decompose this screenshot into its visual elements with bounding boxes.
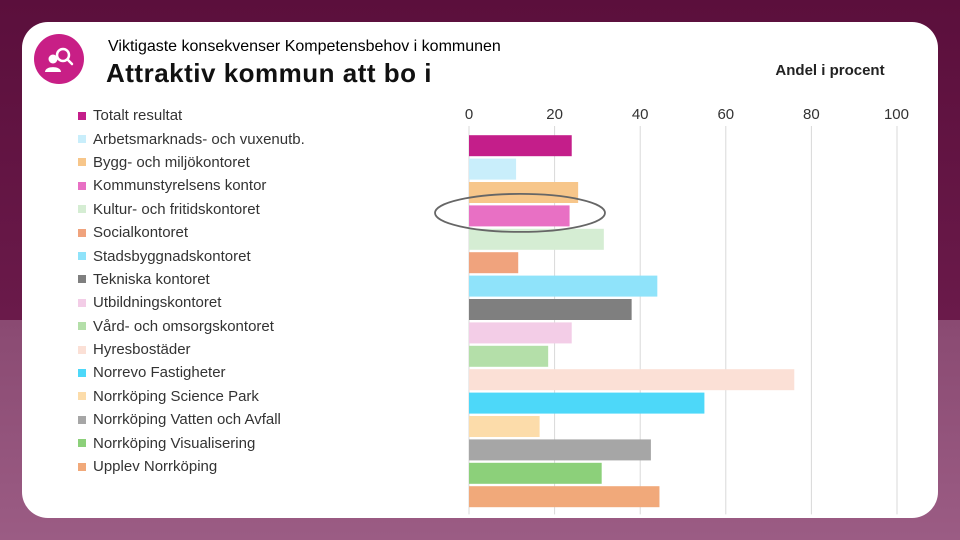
legend-label: Hyresbostäder — [93, 341, 191, 359]
bar — [469, 322, 572, 344]
x-tick-label: 20 — [546, 106, 563, 123]
legend-item: Norrköping Science Park — [78, 385, 305, 408]
bar — [469, 462, 602, 484]
bar — [469, 486, 660, 508]
slide-subtitle: Viktigaste konsekvenser Kompetensbehov i… — [108, 38, 501, 55]
legend-swatch — [78, 158, 86, 167]
x-axis-title: Andel i procent — [775, 62, 885, 79]
legend-item: Kommunstyrelsens kontor — [78, 174, 305, 197]
bar — [469, 392, 705, 414]
bar — [469, 416, 540, 437]
bar — [469, 182, 579, 203]
legend-swatch — [78, 368, 86, 377]
legend-swatch — [78, 392, 86, 401]
x-tick-label: 0 — [465, 106, 473, 123]
bar — [469, 228, 604, 250]
bar — [469, 299, 632, 320]
bar — [469, 345, 549, 367]
legend-label: Totalt resultat — [93, 107, 183, 125]
legend-label: Arbetsmarknads- och vuxenutb. — [93, 130, 305, 148]
legend-item: Tekniska kontoret — [78, 268, 305, 291]
legend-label: Kommunstyrelsens kontor — [93, 177, 267, 195]
bar — [469, 252, 519, 274]
legend-item: Norrköping Vatten och Avfall — [78, 408, 305, 431]
legend-label: Norrevo Fastigheter — [93, 364, 226, 382]
bar — [469, 439, 651, 461]
legend-item: Bygg- och miljökontoret — [78, 151, 305, 174]
legend-swatch — [78, 275, 86, 284]
x-tick-label: 80 — [803, 106, 820, 123]
x-tick-label: 60 — [717, 106, 734, 123]
x-tick-label: 40 — [632, 106, 649, 123]
legend-swatch — [78, 345, 86, 354]
legend-swatch — [78, 205, 86, 214]
legend-item: Vård- och omsorgskontoret — [78, 315, 305, 338]
legend-swatch — [78, 322, 86, 331]
legend-swatch — [78, 298, 86, 307]
legend-item: Norrevo Fastigheter — [78, 361, 305, 384]
legend-swatch — [78, 415, 86, 424]
legend-item: Norrköping Visualisering — [78, 431, 305, 454]
legend-label: Bygg- och miljökontoret — [93, 153, 250, 171]
bar — [469, 158, 517, 180]
legend-item: Arbetsmarknads- och vuxenutb. — [78, 127, 305, 150]
legend-label: Tekniska kontoret — [93, 270, 210, 288]
legend-item: Stadsbyggnadskontoret — [78, 244, 305, 267]
legend-label: Norrköping Visualisering — [93, 434, 256, 452]
legend-swatch — [78, 135, 86, 144]
legend-label: Vård- och omsorgskontoret — [93, 317, 274, 335]
legend-item: Socialkontoret — [78, 221, 305, 244]
bar — [469, 135, 572, 157]
legend-label: Stadsbyggnadskontoret — [93, 247, 251, 265]
legend-swatch — [78, 462, 86, 471]
bar — [469, 275, 658, 297]
legend-swatch — [78, 439, 86, 448]
legend-item: Kultur- och fritidskontoret — [78, 198, 305, 221]
chart-legend: Totalt resultat Arbetsmarknads- och vuxen… — [78, 104, 305, 478]
legend-label: Norrköping Vatten och Avfall — [93, 411, 281, 429]
x-tick-label: 100 — [884, 106, 909, 123]
legend-item: Hyresbostäder — [78, 338, 305, 361]
legend-swatch — [78, 181, 86, 190]
legend-label: Upplev Norrköping — [93, 458, 218, 476]
legend-item: Utbildningskontoret — [78, 291, 305, 314]
highlight-ellipse — [434, 192, 606, 233]
legend-item: Upplev Norrköping — [78, 455, 305, 478]
legend-swatch — [78, 228, 86, 237]
legend-item: Totalt resultat — [78, 104, 305, 127]
people-search-icon — [34, 34, 84, 84]
legend-swatch — [78, 252, 86, 261]
legend-label: Socialkontoret — [93, 224, 189, 242]
legend-label: Norrköping Science Park — [93, 387, 259, 405]
legend-label: Utbildningskontoret — [93, 294, 222, 312]
bar — [469, 205, 570, 227]
bar — [469, 369, 795, 391]
legend-swatch — [78, 111, 86, 120]
slide-title: Attraktiv kommun att bo i — [106, 58, 432, 88]
legend-label: Kultur- och fritidskontoret — [93, 200, 260, 218]
